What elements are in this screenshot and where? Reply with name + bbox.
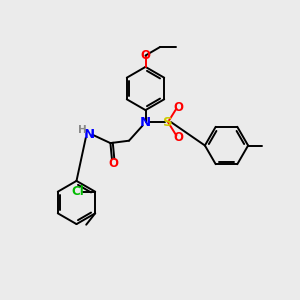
Text: O: O	[140, 49, 151, 62]
Text: O: O	[173, 130, 183, 144]
Text: O: O	[173, 100, 183, 114]
Text: N: N	[84, 128, 95, 141]
Text: N: N	[140, 116, 151, 129]
Text: Cl: Cl	[72, 185, 85, 198]
Text: O: O	[108, 157, 118, 170]
Text: S: S	[163, 116, 173, 129]
Text: H: H	[78, 125, 87, 135]
